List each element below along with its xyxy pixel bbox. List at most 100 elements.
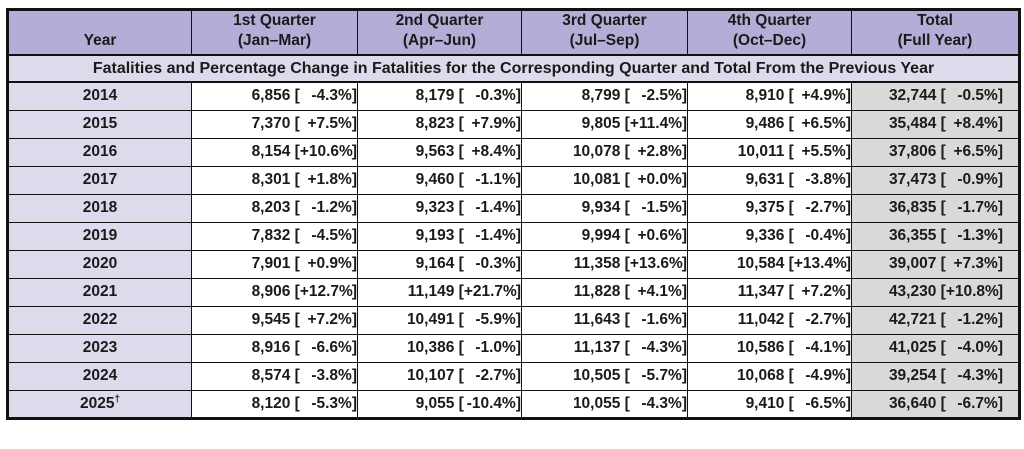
q3-cell: 10,078 [+2.8%] xyxy=(521,137,688,167)
year-cell: 2023 xyxy=(7,333,192,363)
subtitle-band-text: Fatalities and Percentage Change in Fata… xyxy=(7,54,1020,83)
total-cell: 35,484 [+8.4%] xyxy=(851,109,1020,139)
q2-cell: 9,164 [-0.3%] xyxy=(357,249,522,279)
year-value: 2019 xyxy=(82,227,118,244)
q1-cell: 8,301 [+1.8%] xyxy=(191,165,358,195)
year-cell: 2018 xyxy=(7,193,192,223)
q4-cell: 11,347 [+7.2%] xyxy=(687,277,852,307)
table-row: 2020 7,901 [+0.9%] 9,164 [-0.3%] 11,358 … xyxy=(7,249,1020,279)
col-header-sublabel: (Oct–Dec) xyxy=(732,32,807,49)
year-value: 2017 xyxy=(82,171,118,188)
table-body: 2014 6,856 [-4.3%] 8,179 [-0.3%] 8,799 [… xyxy=(7,81,1020,419)
q4-cell: 9,631 [-3.8%] xyxy=(687,165,852,195)
total-cell: 32,744 [-0.5%] xyxy=(851,81,1020,111)
q2-cell: 9,323 [-1.4%] xyxy=(357,193,522,223)
total-cell: 36,640 [-6.7%] xyxy=(851,389,1020,419)
q2-cell: 11,149 [+21.7%] xyxy=(357,277,522,307)
q4-cell: 10,584 [+13.4%] xyxy=(687,249,852,279)
col-header-label: 3rd Quarter xyxy=(562,12,647,29)
year-cell: 2022 xyxy=(7,305,192,335)
q1-cell: 8,574 [-3.8%] xyxy=(191,361,358,391)
year-cell: 2020 xyxy=(7,249,192,279)
q2-cell: 9,055 [-10.4%] xyxy=(357,389,522,419)
q4-cell: 11,042 [-2.7%] xyxy=(687,305,852,335)
q1-cell: 7,832 [-4.5%] xyxy=(191,221,358,251)
q2-cell: 8,179 [-0.3%] xyxy=(357,81,522,111)
year-cell: 2017 xyxy=(7,165,192,195)
table-row: 2018 8,203 [-1.2%] 9,323 [-1.4%] 9,934 [… xyxy=(7,193,1020,223)
col-header-q3: 3rd Quarter (Jul–Sep) xyxy=(521,9,688,56)
q1-cell: 9,545 [+7.2%] xyxy=(191,305,358,335)
year-value: 2022 xyxy=(82,311,118,328)
q4-cell: 9,375 [-2.7%] xyxy=(687,193,852,223)
year-cell: 2019 xyxy=(7,221,192,251)
q2-cell: 9,193 [-1.4%] xyxy=(357,221,522,251)
year-value: 2016 xyxy=(82,143,118,160)
year-value: 2023 xyxy=(82,339,118,356)
q4-cell: 10,068 [-4.9%] xyxy=(687,361,852,391)
table-row: 2024 8,574 [-3.8%] 10,107 [-2.7%] 10,505… xyxy=(7,361,1020,391)
q3-cell: 11,643 [-1.6%] xyxy=(521,305,688,335)
q2-cell: 9,563 [+8.4%] xyxy=(357,137,522,167)
q2-cell: 10,386 [-1.0%] xyxy=(357,333,522,363)
year-value: 2018 xyxy=(82,199,118,216)
total-cell: 42,721 [-1.2%] xyxy=(851,305,1020,335)
q1-cell: 8,916 [-6.6%] xyxy=(191,333,358,363)
total-cell: 39,007 [+7.3%] xyxy=(851,249,1020,279)
year-cell: 2025† xyxy=(7,389,192,419)
q1-cell: 7,370 [+7.5%] xyxy=(191,109,358,139)
q4-cell: 10,586 [-4.1%] xyxy=(687,333,852,363)
col-header-label: Year xyxy=(83,32,117,49)
q3-cell: 9,934 [-1.5%] xyxy=(521,193,688,223)
table-row: 2025† 8,120 [-5.3%] 9,055 [-10.4%] 10,05… xyxy=(7,389,1020,419)
col-header-sublabel: (Jul–Sep) xyxy=(569,32,640,49)
q3-cell: 10,055 [-4.3%] xyxy=(521,389,688,419)
year-value: 2025 xyxy=(79,394,115,412)
total-cell: 37,473 [-0.9%] xyxy=(851,165,1020,195)
col-header-sublabel: (Jan–Mar) xyxy=(237,32,312,49)
year-value: 2014 xyxy=(82,87,118,105)
col-header-q4: 4th Quarter (Oct–Dec) xyxy=(687,9,852,56)
footnote-dagger: † xyxy=(114,393,121,405)
col-header-label: 2nd Quarter xyxy=(395,12,484,29)
total-cell: 39,254 [-4.3%] xyxy=(851,361,1020,391)
q2-cell: 8,823 [+7.9%] xyxy=(357,109,522,139)
total-cell: 37,806 [+6.5%] xyxy=(851,137,1020,167)
q2-cell: 9,460 [-1.1%] xyxy=(357,165,522,195)
total-cell: 41,025 [-4.0%] xyxy=(851,333,1020,363)
total-cell: 36,835 [-1.7%] xyxy=(851,193,1020,223)
col-header-q1: 1st Quarter (Jan–Mar) xyxy=(191,9,358,56)
q1-cell: 8,120 [-5.3%] xyxy=(191,389,358,419)
table-row: 2014 6,856 [-4.3%] 8,179 [-0.3%] 8,799 [… xyxy=(7,81,1020,111)
year-value: 2024 xyxy=(82,367,118,384)
col-header-total: Total (Full Year) xyxy=(851,9,1020,56)
col-header-year: Year xyxy=(7,9,192,56)
q4-cell: 8,910 [+4.9%] xyxy=(687,81,852,111)
table-row: 2016 8,154 [+10.6%] 9,563 [+8.4%] 10,078… xyxy=(7,137,1020,167)
col-header-label: 1st Quarter xyxy=(233,12,316,29)
year-cell: 2015 xyxy=(7,109,192,139)
subtitle-band-row: Fatalities and Percentage Change in Fata… xyxy=(7,54,1020,83)
q3-cell: 9,805 [+11.4%] xyxy=(521,109,688,139)
total-cell: 36,355 [-1.3%] xyxy=(851,221,1020,251)
q3-cell: 11,137 [-4.3%] xyxy=(521,333,688,363)
year-value: 2020 xyxy=(82,255,118,272)
q4-cell: 10,011 [+5.5%] xyxy=(687,137,852,167)
col-header-sublabel: (Full Year) xyxy=(897,32,973,49)
table-row: 2017 8,301 [+1.8%] 9,460 [-1.1%] 10,081 … xyxy=(7,165,1020,195)
header-row: Year 1st Quarter (Jan–Mar) 2nd Quarter (… xyxy=(7,9,1020,56)
table-row: 2019 7,832 [-4.5%] 9,193 [-1.4%] 9,994 [… xyxy=(7,221,1020,251)
year-cell: 2024 xyxy=(7,361,192,391)
col-header-label: 4th Quarter xyxy=(727,12,812,29)
q1-cell: 8,203 [-1.2%] xyxy=(191,193,358,223)
table-row: 2022 9,545 [+7.2%] 10,491 [-5.9%] 11,643… xyxy=(7,305,1020,335)
table-row: 2023 8,916 [-6.6%] 10,386 [-1.0%] 11,137… xyxy=(7,333,1020,363)
year-cell: 2014 xyxy=(7,81,192,111)
q3-cell: 8,799 [-2.5%] xyxy=(521,81,688,111)
q3-cell: 9,994 [+0.6%] xyxy=(521,221,688,251)
year-cell: 2016 xyxy=(7,137,192,167)
q2-cell: 10,491 [-5.9%] xyxy=(357,305,522,335)
year-value: 2015 xyxy=(82,115,118,132)
table-row: 2015 7,370 [+7.5%] 8,823 [+7.9%] 9,805 [… xyxy=(7,109,1020,139)
